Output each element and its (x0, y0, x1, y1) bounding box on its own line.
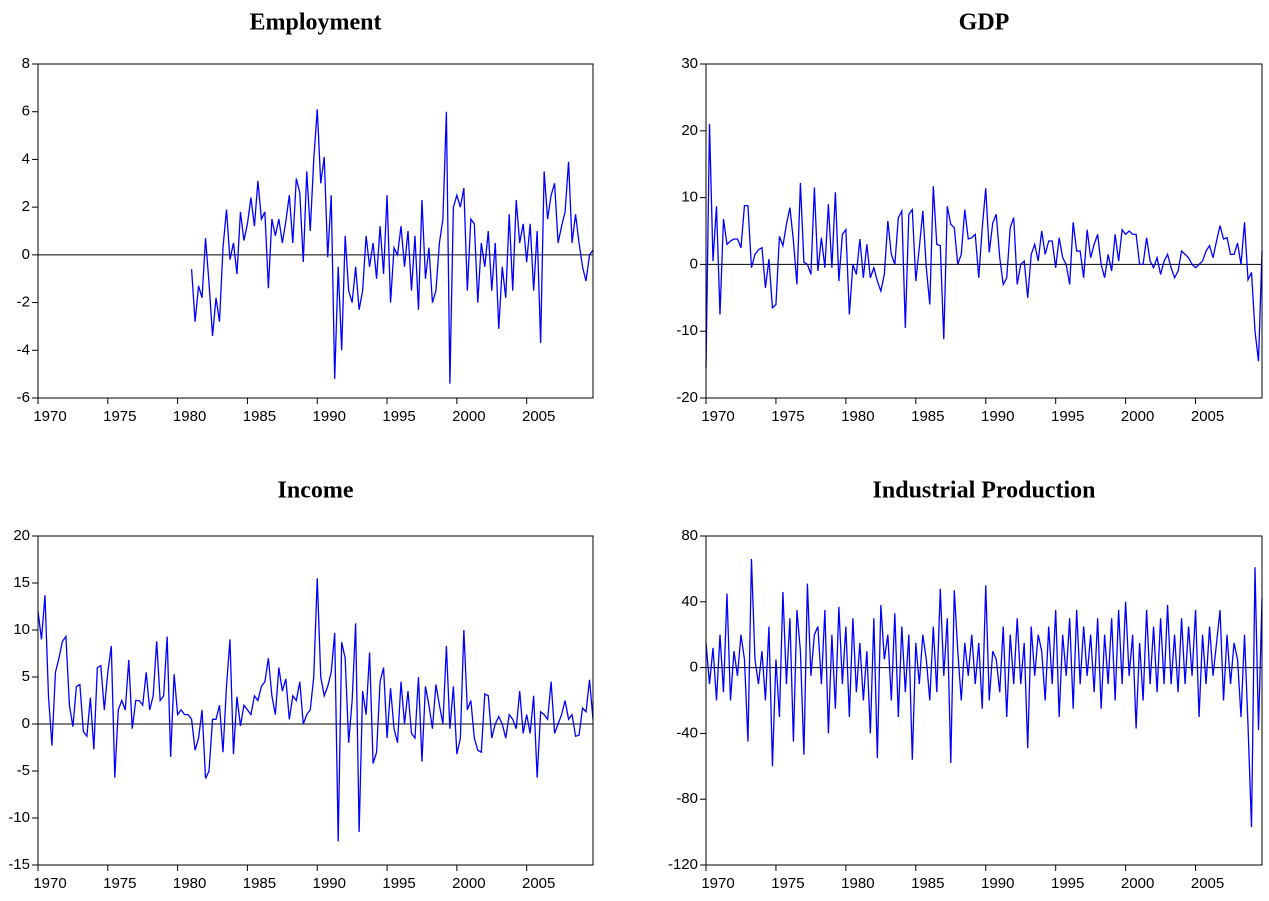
x-tick-label: 1990 (981, 875, 1014, 892)
x-tick-label: 1970 (701, 875, 734, 892)
y-tick-label: 80 (681, 527, 698, 544)
x-tick-label: 1975 (103, 875, 136, 892)
plot-frame (37, 63, 594, 399)
y-tick-label: 20 (13, 527, 30, 544)
y-tick-label: 6 (22, 103, 30, 120)
x-tick-label: 2005 (1191, 408, 1224, 425)
x-tick-label: 1975 (103, 408, 136, 425)
x-tick-label: 1980 (841, 408, 874, 425)
x-tick-label: 1975 (771, 875, 804, 892)
data-line (37, 578, 594, 842)
chart-title: Income (278, 478, 354, 504)
x-tick-label: 1980 (841, 875, 874, 892)
y-tick-label: -120 (668, 856, 698, 873)
y-tick-label: 30 (681, 55, 698, 72)
y-tick-label: 0 (690, 255, 698, 272)
x-tick-label: 1980 (173, 875, 206, 892)
x-tick-label: 1990 (313, 408, 346, 425)
subplot: GDP -20 -10 0 10 20 30 1970 1975 1980 1985 1990 1995… (676, 10, 1263, 425)
x-tick-label: 2000 (452, 408, 485, 425)
subplot: Income -15 -10 -5 0 5 10 15 20 1970 1975 1980 1985 19… (8, 478, 594, 892)
x-tick-label: 1970 (33, 875, 66, 892)
x-tick-label: 1990 (981, 408, 1014, 425)
y-tick-label: 2 (22, 198, 30, 215)
x-tick-label: 1970 (701, 408, 734, 425)
data-line (190, 109, 594, 384)
y-tick-label: 0 (22, 246, 30, 263)
y-tick-label: -15 (8, 856, 30, 873)
x-tick-label: 2000 (1121, 875, 1154, 892)
y-tick-label: -6 (17, 389, 30, 406)
y-tick-label: -4 (17, 341, 30, 358)
x-tick-label: 1995 (1051, 408, 1084, 425)
x-tick-label: 1995 (382, 875, 415, 892)
subplot: Industrial Production -120 -80 -40 0 40 80 1970… (668, 478, 1263, 892)
x-tick-label: 1995 (382, 408, 415, 425)
x-tick-label: 2005 (522, 875, 555, 892)
y-tick-label: -20 (676, 389, 698, 406)
x-tick-label: 2005 (1191, 875, 1224, 892)
y-tick-label: -2 (17, 294, 30, 311)
subplot: Employment -6 -4 -2 0 2 4 6 8 1970 1975 1980 1985 199… (17, 10, 594, 425)
y-tick-label: -5 (17, 762, 30, 779)
x-tick-label: 1985 (243, 875, 276, 892)
y-tick-label: 40 (681, 593, 698, 610)
chart-title: GDP (959, 10, 1010, 36)
y-tick-label: -10 (676, 322, 698, 339)
y-tick-label: 0 (690, 659, 698, 676)
x-tick-label: 1985 (911, 875, 944, 892)
x-tick-label: 1995 (1051, 875, 1084, 892)
x-tick-label: 2000 (1121, 408, 1154, 425)
y-tick-label: 15 (13, 574, 30, 591)
y-tick-label: -10 (8, 809, 30, 826)
y-tick-label: 4 (22, 150, 30, 167)
x-tick-label: 1985 (243, 408, 276, 425)
data-line (705, 559, 1263, 828)
x-tick-label: 1980 (173, 408, 206, 425)
x-tick-label: 1990 (313, 875, 346, 892)
y-tick-label: 20 (681, 122, 698, 139)
data-line (705, 124, 1263, 368)
x-tick-label: 2000 (452, 875, 485, 892)
y-tick-label: 10 (681, 189, 698, 206)
plot-frame (705, 63, 1263, 399)
x-tick-label: 2005 (522, 408, 555, 425)
chart-title: Employment (250, 10, 382, 36)
y-tick-label: 10 (13, 621, 30, 638)
plot-frame (705, 535, 1263, 866)
x-tick-label: 1970 (33, 408, 66, 425)
y-tick-label: 0 (22, 715, 30, 732)
y-tick-label: -40 (676, 724, 698, 741)
x-tick-label: 1985 (911, 408, 944, 425)
x-tick-label: 1975 (771, 408, 804, 425)
y-tick-label: 8 (22, 55, 30, 72)
y-tick-label: -80 (676, 790, 698, 807)
y-tick-label: 5 (22, 668, 30, 685)
chart-title: Industrial Production (873, 478, 1096, 504)
plot-frame (37, 535, 594, 866)
